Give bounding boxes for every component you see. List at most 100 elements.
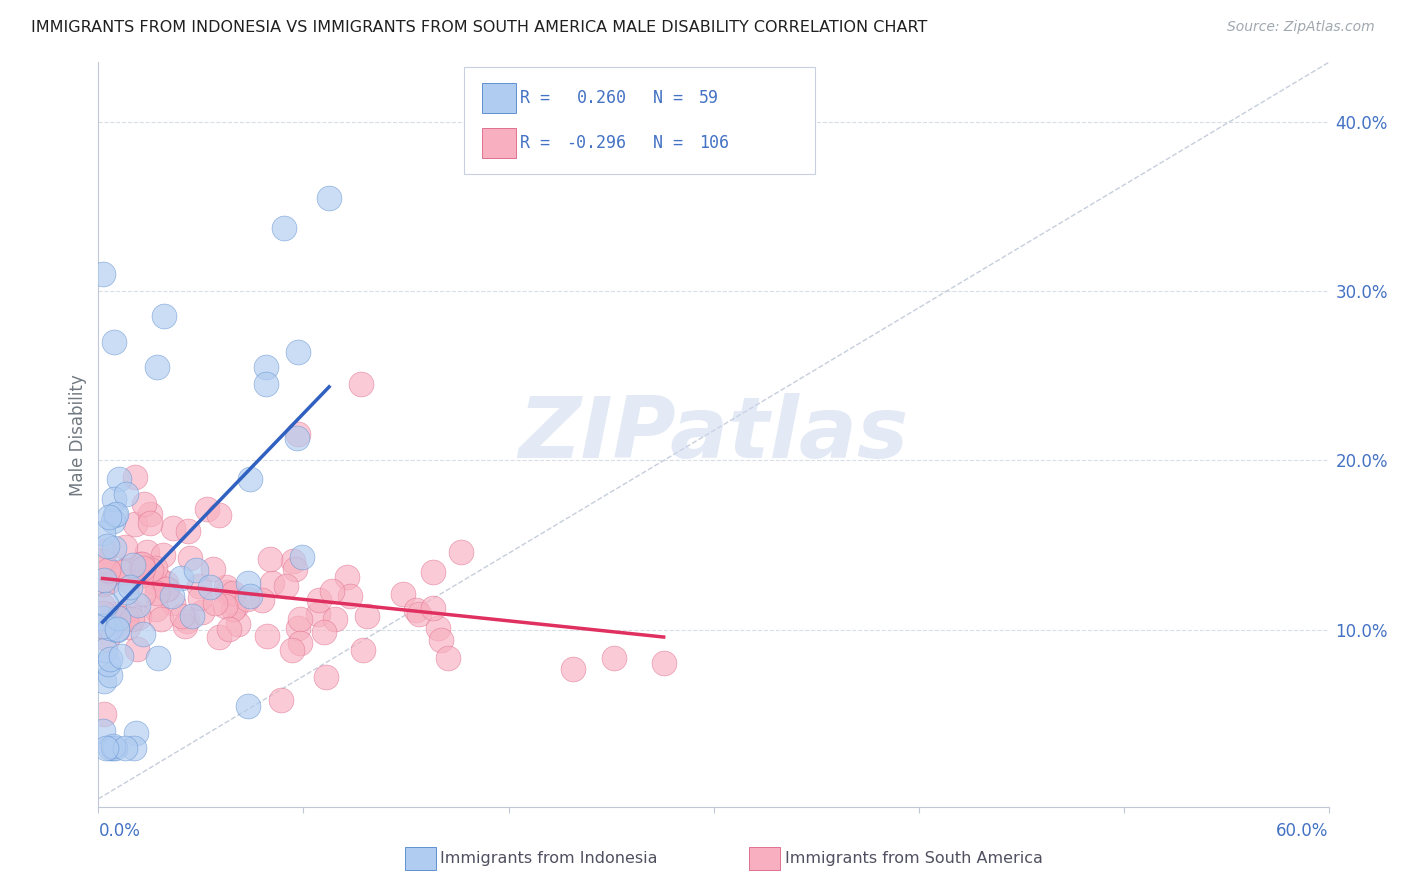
Point xyxy=(356,608,378,623)
Point xyxy=(170,609,193,624)
Point xyxy=(321,583,343,598)
Point xyxy=(405,602,427,616)
Point xyxy=(98,621,121,635)
Point xyxy=(103,607,125,622)
Point xyxy=(238,575,260,590)
Text: -0.296: -0.296 xyxy=(567,134,627,152)
Point xyxy=(105,622,128,636)
Point xyxy=(198,580,221,594)
Point xyxy=(108,472,131,486)
Point xyxy=(437,650,460,665)
Point xyxy=(238,698,260,713)
Point xyxy=(287,345,309,359)
Point xyxy=(156,582,179,596)
Point xyxy=(94,544,117,558)
Point xyxy=(145,602,167,616)
Point xyxy=(562,662,585,676)
Point xyxy=(228,616,250,631)
Point xyxy=(288,635,311,649)
Point xyxy=(91,611,114,625)
Point xyxy=(312,624,335,639)
Point xyxy=(97,565,120,579)
Point xyxy=(204,596,226,610)
Point xyxy=(124,741,146,756)
Point xyxy=(256,359,278,374)
Point xyxy=(91,599,114,613)
Point xyxy=(225,599,247,614)
Point xyxy=(155,575,177,590)
Point xyxy=(96,539,118,553)
Point xyxy=(91,526,114,541)
Point xyxy=(408,607,430,621)
Point xyxy=(308,593,330,607)
Point xyxy=(103,514,125,528)
Point xyxy=(118,581,141,595)
Point xyxy=(100,566,122,580)
Point xyxy=(222,602,245,616)
Point xyxy=(274,579,297,593)
Text: 0.0%: 0.0% xyxy=(98,822,141,840)
Point xyxy=(104,508,127,522)
Point xyxy=(218,622,240,636)
Point xyxy=(97,657,120,672)
Point xyxy=(131,558,153,572)
Point xyxy=(91,619,114,633)
Point xyxy=(336,570,359,584)
Point xyxy=(236,591,259,606)
Point xyxy=(315,670,337,684)
Text: Immigrants from South America: Immigrants from South America xyxy=(785,851,1042,865)
Point xyxy=(214,599,236,613)
Point xyxy=(239,472,262,486)
Text: 106: 106 xyxy=(699,134,728,152)
Point xyxy=(94,642,117,657)
Point xyxy=(291,549,314,564)
Point xyxy=(101,741,124,756)
Point xyxy=(352,642,374,657)
Point xyxy=(117,619,139,633)
Point xyxy=(104,741,127,756)
Point xyxy=(146,360,169,375)
Point xyxy=(160,589,183,603)
Point xyxy=(254,376,277,391)
Point xyxy=(114,540,136,554)
Point xyxy=(97,563,120,577)
Point xyxy=(422,565,444,579)
Point xyxy=(98,651,121,665)
Point xyxy=(174,618,197,632)
Point xyxy=(215,580,238,594)
Point xyxy=(98,510,121,524)
Point xyxy=(325,611,347,625)
Point xyxy=(287,426,309,441)
Point xyxy=(93,673,115,688)
Point xyxy=(146,651,169,665)
Text: R =: R = xyxy=(520,134,560,152)
Text: IMMIGRANTS FROM INDONESIA VS IMMIGRANTS FROM SOUTH AMERICA MALE DISABILITY CORRE: IMMIGRANTS FROM INDONESIA VS IMMIGRANTS … xyxy=(31,20,928,35)
Point xyxy=(103,739,125,753)
Text: 60.0%: 60.0% xyxy=(1277,822,1329,840)
Point xyxy=(139,507,162,521)
Point xyxy=(103,334,125,349)
Point xyxy=(181,609,204,624)
Point xyxy=(131,587,153,601)
Point xyxy=(124,470,146,484)
Point xyxy=(270,693,292,707)
Point xyxy=(139,563,162,577)
Point xyxy=(162,521,184,535)
Point xyxy=(132,560,155,574)
Point xyxy=(115,611,138,625)
Point xyxy=(124,726,146,740)
Point xyxy=(111,565,134,579)
Point xyxy=(273,221,295,235)
Point xyxy=(197,502,219,516)
Point xyxy=(260,575,283,590)
Point xyxy=(450,544,472,558)
Text: ZIPatlas: ZIPatlas xyxy=(519,393,908,476)
Point xyxy=(177,524,200,538)
Point xyxy=(132,563,155,577)
Y-axis label: Male Disability: Male Disability xyxy=(69,374,87,496)
Point xyxy=(188,591,211,605)
Point xyxy=(132,627,155,641)
Point xyxy=(179,551,201,566)
Point xyxy=(121,558,143,572)
Text: R =: R = xyxy=(520,89,571,107)
